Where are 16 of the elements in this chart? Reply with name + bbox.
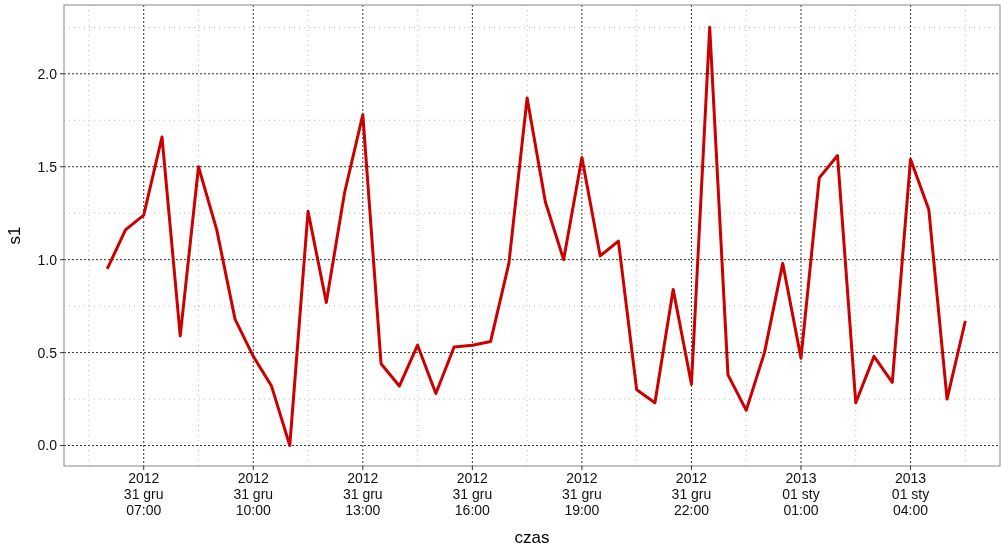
line-series — [105, 25, 967, 448]
x-tick-label: 2013 01 sty 01:00 — [782, 470, 820, 518]
x-tick-label: 2012 31 gru 10:00 — [233, 470, 274, 518]
y-tick-label: 1.0 — [37, 251, 58, 268]
y-tick-label: 0.0 — [37, 437, 58, 454]
x-tick-label: 2013 01 sty 04:00 — [891, 470, 930, 518]
x-tick-label: 2012 31 gru 22:00 — [671, 470, 712, 518]
y-axis-title: s1 — [5, 226, 24, 245]
x-tick-label: 2012 31 gru 07:00 — [123, 470, 164, 518]
y-tick-label: 2.0 — [37, 65, 58, 82]
x-axis-title: czas — [514, 528, 550, 547]
x-tick-label: 2012 31 gru 16:00 — [452, 470, 493, 518]
x-tick-label: 2012 31 gru 19:00 — [562, 470, 602, 518]
x-tick-label: 2012 31 gru 13:00 — [342, 470, 383, 518]
y-tick-label: 0.5 — [37, 344, 58, 361]
y-tick-label: 1.5 — [37, 158, 58, 175]
